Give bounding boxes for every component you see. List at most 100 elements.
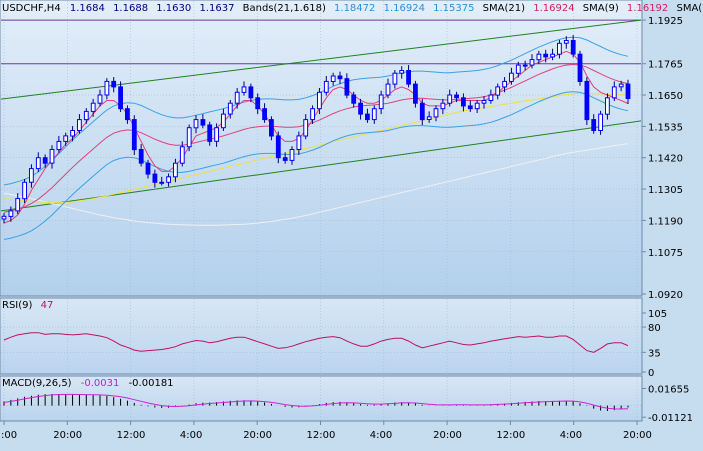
x-tick-label: 4:00	[560, 430, 582, 441]
price-y-tick-label: 1.1190	[648, 216, 683, 227]
candle-body	[605, 97, 610, 115]
candle-body	[227, 102, 233, 115]
price-series	[0, 19, 642, 240]
candle-body	[344, 78, 350, 96]
candle-body	[90, 102, 96, 112]
candle-body	[447, 94, 453, 104]
x-tick-label: 12:00	[117, 430, 146, 441]
candle-body	[488, 94, 494, 101]
candle-body	[63, 135, 69, 142]
candle-body	[570, 40, 576, 55]
candle-body	[625, 83, 631, 99]
candle-body	[392, 72, 398, 85]
candle-body	[22, 181, 28, 200]
candle-body	[406, 70, 412, 85]
rsi-panel	[0, 297, 643, 375]
candle-body	[481, 100, 487, 104]
candle-body	[248, 86, 254, 99]
candle-body	[173, 162, 178, 178]
rsi-y-tick-label: 35	[648, 348, 661, 359]
sma21-value: 1.16924	[533, 3, 574, 14]
candle-body	[474, 102, 480, 110]
candle-body	[557, 42, 562, 55]
x-tick-label: 12:00	[307, 430, 336, 441]
candle-body	[584, 80, 590, 121]
price-legend: USDCHF,H4 1.1684 1.1688 1.1630 1.1637 Ba…	[2, 3, 703, 14]
candle-body	[419, 102, 425, 121]
candle-body	[42, 157, 48, 164]
candle-body	[611, 86, 617, 99]
x-axis-labels: :00 20:00 12:00 4:00 20:00 12:00 4:00 20:00 12:0…	[1, 421, 652, 441]
ohlc-high: 1.1688	[113, 3, 148, 14]
candle-body	[323, 80, 329, 93]
candle-body	[255, 97, 261, 110]
rsi-legend: RSI(9) 47	[2, 300, 53, 311]
candle-body	[56, 140, 62, 151]
x-tick-label: 12:00	[496, 430, 525, 441]
bollinger-upper-line	[3, 36, 629, 186]
candle-body	[502, 80, 508, 88]
candle-body	[159, 181, 165, 184]
candle-body	[111, 80, 117, 88]
candle-body	[577, 53, 583, 82]
sma9-label: SMA(9)	[583, 3, 619, 14]
x-tick-label: 20:00	[53, 430, 82, 441]
sma100-line	[3, 92, 629, 204]
x-tick-label: 20:00	[433, 430, 462, 441]
candle-body	[234, 91, 240, 104]
candle-body	[433, 108, 439, 118]
candle-body	[1, 215, 7, 220]
candle-body	[186, 127, 192, 148]
candle-body	[467, 105, 473, 110]
price-y-tick-label: 1.1420	[648, 154, 683, 165]
rsi-line	[3, 332, 629, 353]
sma9-line	[3, 50, 629, 224]
candle-body	[618, 83, 624, 88]
bollinger-lower-line	[3, 91, 629, 240]
candle-body	[29, 168, 34, 183]
candle-body	[495, 86, 501, 96]
x-tick-label: 20:00	[623, 430, 652, 441]
candle-body	[358, 102, 364, 115]
candle-body	[131, 119, 137, 151]
candle-body	[35, 157, 41, 170]
x-tick-label: 4:00	[370, 430, 392, 441]
price-y-tick-label: 1.1075	[648, 248, 683, 259]
candle-body	[378, 94, 384, 110]
candle-body	[179, 146, 185, 164]
candle-body	[385, 83, 391, 96]
sma100-label: SMA(100)	[676, 3, 703, 14]
sma200-line	[3, 143, 629, 226]
rsi-grid	[1, 299, 641, 373]
x-tick-label: 4:00	[180, 430, 202, 441]
candle-body	[282, 157, 288, 161]
price-y-tick-label: 1.1305	[648, 185, 683, 196]
candle-body	[337, 75, 343, 80]
candle-body	[550, 53, 556, 58]
price-y-tick-label: 1.1765	[648, 60, 683, 71]
rsi-label: RSI(9)	[2, 300, 33, 311]
candle-body	[440, 102, 446, 110]
candle-body	[269, 119, 274, 137]
macd-signal-line	[3, 393, 629, 410]
candle-body	[351, 94, 357, 104]
candle-body	[104, 80, 110, 96]
candle-body	[303, 119, 309, 137]
candle-body	[509, 72, 514, 82]
candle-body	[8, 210, 14, 217]
candle-body	[317, 91, 322, 110]
price-y-tick-label: 1.1535	[648, 122, 683, 133]
macd-label: MACD(9,26,5)	[2, 378, 72, 389]
candle-body	[77, 119, 82, 131]
candle-body	[543, 53, 549, 58]
candle-body	[413, 83, 418, 104]
candle-body	[70, 130, 75, 137]
candle-body	[97, 94, 103, 104]
candle-body	[529, 59, 535, 66]
candle-body	[125, 108, 130, 121]
bands-label: Bands(21,1.618)	[243, 3, 326, 14]
price-grid	[1, 1, 641, 295]
candle-body	[138, 149, 144, 164]
candle-body	[522, 64, 528, 67]
candle-body	[591, 119, 597, 131]
